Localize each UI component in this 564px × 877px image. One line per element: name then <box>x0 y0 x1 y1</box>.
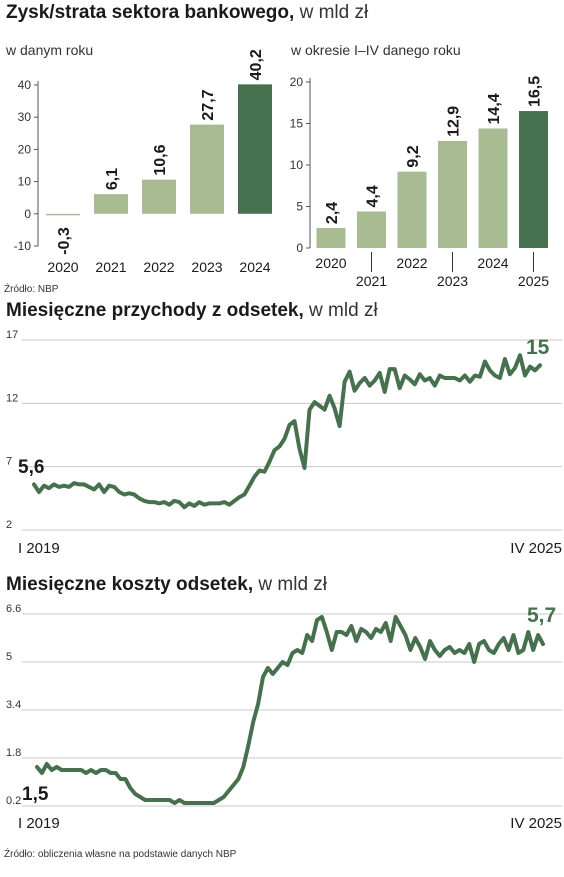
main-title: Zysk/strata sektora bankowego, w mld zł <box>6 2 368 24</box>
chart4-title: Miesięczne koszty odsetek, w mld zł <box>6 574 327 596</box>
y-tick-label: 40 <box>18 78 32 92</box>
category-label: 2023 <box>191 259 222 275</box>
category-label: 2022 <box>396 255 427 271</box>
y-tick-label: 0 <box>296 241 303 255</box>
y-tick-label: 10 <box>290 158 304 172</box>
end-value-label: 5,7 <box>527 604 556 627</box>
bar-value-label: 6,1 <box>104 168 121 190</box>
y-tick-label: 30 <box>18 110 32 124</box>
bar-2024 <box>478 128 508 248</box>
bar-value-label: 2,4 <box>324 202 341 224</box>
y-tick-label: 17 <box>6 329 18 341</box>
category-label: 2025 <box>518 273 549 289</box>
chart3-title-bold: Miesięczne przychody z odsetek, <box>6 300 304 321</box>
bar-2021 <box>357 211 386 248</box>
category-label: 2022 <box>143 259 174 275</box>
bar-value-label: 27,7 <box>200 89 217 120</box>
source-note-2: Źródło: obliczenia własne na podstawie d… <box>4 849 237 860</box>
bar-2020 <box>316 228 346 248</box>
series-line <box>32 353 542 510</box>
y-tick-label: 7 <box>6 456 12 468</box>
series-line <box>35 615 545 805</box>
left-chart-subtitle: w danym roku <box>6 42 94 58</box>
chart3-title-unit: w mld zł <box>309 300 378 321</box>
bar-value-label: 9,2 <box>405 145 422 167</box>
chart4-title-bold: Miesięczne koszty odsetek, <box>6 574 254 595</box>
bar-2022 <box>142 179 176 214</box>
right-chart-subtitle: w okresie I–IV danego roku <box>291 42 461 58</box>
bar-chart-annual: -10 0 10 20 30 40 -0,3 2020 6,1 2021 10,6 2022 27,7 2… <box>14 49 272 275</box>
bar-value-label: 4,4 <box>365 185 382 207</box>
source-note-1: Źródło: NBP <box>4 284 59 295</box>
bar-2023 <box>190 124 224 214</box>
x-end-label: IV 2025 <box>510 540 562 557</box>
x-start-label: I 2019 <box>18 815 60 832</box>
bar-value-label: -0,3 <box>56 227 73 255</box>
y-tick-label: 20 <box>290 75 304 89</box>
y-tick-label: 1.8 <box>6 747 21 759</box>
bar-value-label: 16,5 <box>527 76 544 107</box>
bar-value-label: 14,4 <box>486 93 503 124</box>
y-tick-label: 5 <box>296 200 303 214</box>
y-tick-label: 12 <box>6 392 18 404</box>
category-label: 2021 <box>356 273 387 289</box>
bar-2024 <box>238 84 272 214</box>
y-tick-label: 10 <box>18 175 32 189</box>
y-tick-label: 20 <box>18 142 32 156</box>
y-tick-label: 6.6 <box>6 603 21 615</box>
bar-2020 <box>46 213 80 216</box>
main-title-bold: Zysk/strata sektora bankowego, <box>6 2 295 23</box>
category-label: 2023 <box>437 273 468 289</box>
bar-value-label: 12,9 <box>446 106 463 137</box>
bar-2023 <box>438 140 467 248</box>
category-label: 2021 <box>95 259 126 275</box>
start-value-label: 5,6 <box>18 457 44 478</box>
y-tick-label: 5 <box>6 651 12 663</box>
bar-2025 <box>519 111 548 248</box>
category-label: 2020 <box>315 255 346 271</box>
y-tick-label: 0 <box>24 207 31 221</box>
bar-value-label: 10,6 <box>152 144 169 175</box>
bar-value-label: 40,2 <box>248 49 265 80</box>
bar-2022 <box>397 171 427 248</box>
chart3-title: Miesięczne przychody z odsetek, w mld zł <box>6 300 378 322</box>
bar-chart-jan-apr: 0 5 10 15 20 2,4 2020 4,4 2021 9,2 2022 12,9 2023 14,… <box>290 75 550 289</box>
y-tick-label: 0.2 <box>6 795 21 807</box>
category-label: 2024 <box>477 255 508 271</box>
chart4-title-unit: w mld zł <box>258 574 328 595</box>
y-tick-label: 2 <box>6 519 12 531</box>
main-title-unit: w mld zł <box>299 2 369 23</box>
x-start-label: I 2019 <box>18 540 60 557</box>
y-tick-label: -10 <box>14 239 32 253</box>
y-tick-label: 15 <box>290 117 304 131</box>
bar-2021 <box>94 194 128 214</box>
category-label: 2020 <box>47 259 78 275</box>
start-value-label: 1,5 <box>22 784 49 805</box>
x-end-label: IV 2025 <box>510 815 562 832</box>
category-label: 2024 <box>239 259 270 275</box>
y-tick-label: 3.4 <box>6 699 21 711</box>
end-value-label: 15 <box>526 336 550 359</box>
